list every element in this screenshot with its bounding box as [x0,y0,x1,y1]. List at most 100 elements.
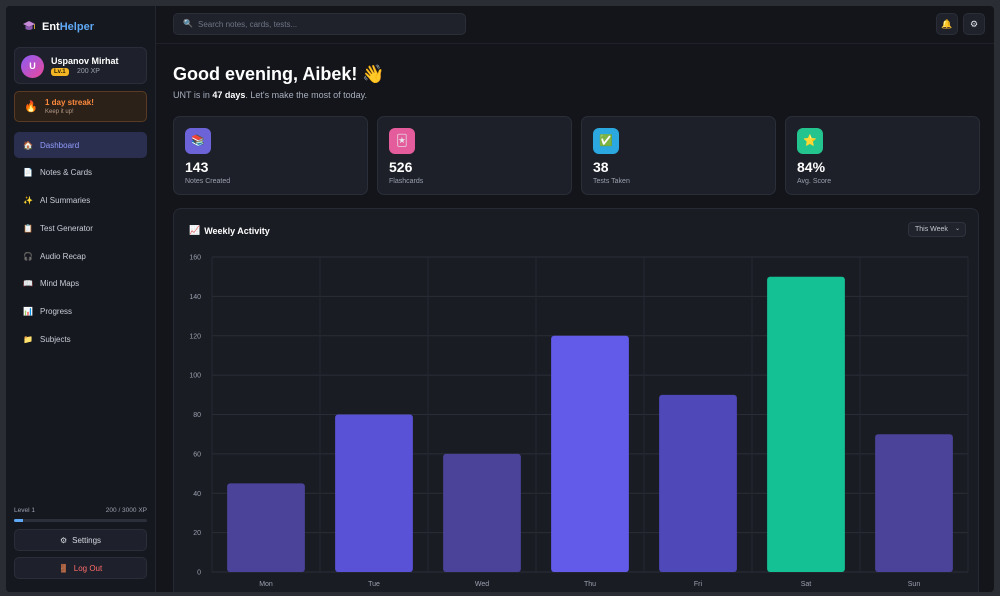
clipboard-icon: 📋 [23,223,33,233]
chart-trend-icon: 📈 [189,225,201,235]
streak-subtitle: Keep it up! [45,109,74,115]
stat-value: 84% [797,159,826,175]
y-tick-label: 20 [193,530,201,537]
y-tick-label: 160 [189,255,201,262]
sidebar-item-label: Dashboard [40,140,80,150]
sidebar-nav: 🏠 Dashboard 📄 Notes & Cards ✨ AI Summari… [14,132,147,354]
user-card[interactable]: U Uspanov Mirhat Lv.1 200 XP [14,47,147,84]
settings-button[interactable]: ⚙ Settings [14,529,147,551]
brand-name: EntHelper [42,21,94,33]
y-tick-label: 40 [193,491,201,498]
y-tick-label: 100 [189,373,201,380]
document-icon: 📄 [23,168,33,178]
stat-label: Tests Taken [593,178,630,185]
stat-card-score: ⭐ 84% Avg. Score [785,116,980,195]
stat-label: Notes Created [185,178,231,185]
stat-card-notes: 📚 143 Notes Created [173,116,368,195]
brand-logo[interactable]: EntHelper [22,20,94,34]
y-tick-label: 0 [197,570,201,577]
stat-card-flashcards: 🃏 526 Flashcards [377,116,572,195]
folder-icon: 📁 [23,335,33,345]
sidebar-item-ai-summaries[interactable]: ✨ AI Summaries [14,188,147,214]
level-progress-fill [14,519,23,522]
level-progress-bar [14,519,147,522]
bell-icon: 🔔 [941,19,953,29]
search-input[interactable] [198,17,458,32]
sidebar: EntHelper U Uspanov Mirhat Lv.1 200 XP 🔥… [6,6,156,592]
y-tick-label: 120 [189,333,201,340]
chart-title-text: Weekly Activity [204,225,270,236]
weekly-activity-chart: 0 20 40 60 80 100 120 140 160 Mon Tue Wed Thu Fri Sat S… [189,255,969,588]
card-icon: 🃏 [389,128,415,154]
bar-wed [443,453,521,572]
bar-tue [335,414,413,572]
chevron-down-icon: ⌄ [954,226,960,232]
bar-thu [551,335,629,572]
bar-fri [659,394,737,572]
bar-sun [875,434,953,572]
headphones-icon: 🎧 [23,251,33,261]
avatar: U [21,55,44,78]
countdown-text: UNT is in 47 days. Let's make the most o… [173,90,367,100]
logout-label: Log Out [73,563,103,573]
bar-chart-icon: 📊 [23,307,33,317]
streak-title: 1 day streak! [45,98,94,107]
star-icon: ⭐ [797,128,823,154]
stat-card-tests: ✅ 38 Tests Taken [581,116,776,195]
x-tick-label: Tue [368,581,380,588]
sidebar-item-subjects[interactable]: 📁 Subjects [14,327,147,353]
x-tick-label: Wed [475,581,489,588]
weekly-activity-card: 📈 Weekly Activity This Week ⌄ 0 20 40 60 80 1… [173,208,979,592]
bar-sat [767,276,845,572]
sidebar-item-notes-cards[interactable]: 📄 Notes & Cards [14,160,147,186]
sidebar-item-label: Mind Maps [40,279,80,289]
x-tick-label: Sat [801,581,812,588]
home-icon: 🏠 [23,140,33,150]
y-tick-label: 80 [193,412,201,419]
gear-icon: ⚙ [969,19,979,29]
stat-value: 38 [593,159,609,175]
top-bar: 🔍 🔔 ⚙ [156,6,994,44]
sidebar-item-label: Progress [40,307,73,317]
stat-value: 526 [389,159,413,175]
stat-label: Avg. Score [797,178,832,185]
notifications-button[interactable]: 🔔 [936,13,958,35]
door-icon: 🚪 [58,563,69,573]
sparkles-icon: ✨ [23,196,33,206]
stat-value: 143 [185,159,209,175]
x-tick-label: Fri [694,581,703,588]
app-window: EntHelper U Uspanov Mirhat Lv.1 200 XP 🔥… [6,6,994,592]
sidebar-item-progress[interactable]: 📊 Progress [14,299,147,325]
level-badge: Lv.1 [51,68,69,76]
fire-icon: 🔥 [24,101,38,113]
search-box[interactable]: 🔍 [173,13,466,35]
settings-icon-button[interactable]: ⚙ [963,13,985,35]
sidebar-item-label: Audio Recap [40,251,86,261]
gear-icon: ⚙ [59,535,68,545]
bar-mon [227,483,305,572]
search-icon: 🔍 [183,19,193,28]
level-row: Level 1 200 / 3000 XP [14,507,147,514]
sidebar-item-test-generator[interactable]: 📋 Test Generator [14,215,147,241]
books-icon: 📚 [185,128,211,154]
range-select-value: This Week [915,226,948,233]
streak-banner: 🔥 1 day streak! Keep it up! [14,91,147,122]
sidebar-item-label: AI Summaries [40,196,91,206]
y-tick-label: 140 [189,294,201,301]
user-name: Uspanov Mirhat [51,56,119,66]
page-title: Good evening, Aibek! 👋 [173,64,385,84]
days-remaining: 47 days [212,90,246,100]
sidebar-item-mind-maps[interactable]: 📖 Mind Maps [14,271,147,297]
sidebar-item-label: Notes & Cards [40,168,93,178]
checkbox-icon: ✅ [593,128,619,154]
sidebar-item-dashboard[interactable]: 🏠 Dashboard [14,132,147,158]
logout-button[interactable]: 🚪 Log Out [14,557,147,579]
range-select[interactable]: This Week ⌄ [908,222,966,237]
x-tick-label: Thu [584,581,596,588]
stat-label: Flashcards [389,178,424,185]
level-label: Level 1 [14,507,35,514]
graduation-cap-icon [23,21,35,30]
sidebar-item-label: Subjects [40,335,71,345]
sidebar-item-audio-recap[interactable]: 🎧 Audio Recap [14,243,147,269]
y-tick-label: 60 [193,451,201,458]
